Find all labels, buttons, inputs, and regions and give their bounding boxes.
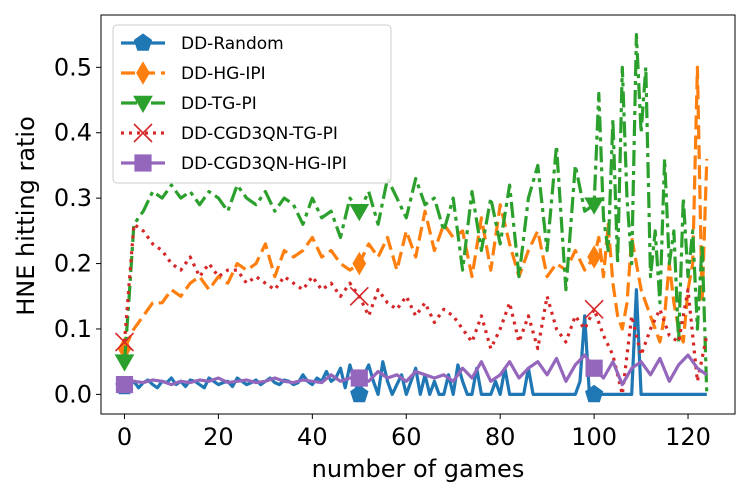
x-tick-label: 0 [117, 423, 132, 451]
series-line-dd-hg-ipi [123, 65, 709, 350]
legend-label: DD-Random [181, 34, 284, 54]
legend-label: DD-HG-IPI [181, 64, 266, 84]
series-dd-tg-pi [114, 32, 709, 395]
series-dd-cgd3qn-tg-pi [114, 222, 709, 396]
marker-dd-tg-pi-50 [349, 203, 370, 222]
legend-marker-dd-cgd3qn-hg-ipi [134, 154, 152, 172]
legend-marker-dd-tg-pi [133, 95, 153, 114]
legend: DD-Random DD-HG-IPI DD-TG-PI DD-CGD3QN-TG-P… [112, 24, 392, 184]
legend-item-dd-hg-ipi: DD-HG-IPI [121, 61, 266, 85]
x-tick-label: 100 [571, 423, 617, 451]
series-line-dd-cgd3qn-hg-ipi [123, 353, 708, 387]
legend-item-dd-random: DD-Random [121, 33, 284, 54]
legend-marker-dd-cgd3qn-tg-pi [133, 123, 153, 143]
series-line-dd-tg-pi [122, 32, 709, 395]
series-line-dd-random [123, 288, 707, 396]
legend-item-dd-tg-pi: DD-TG-PI [121, 94, 257, 114]
marker-dd-random-100 [585, 384, 604, 403]
series-layer [114, 32, 709, 403]
x-axis-label: number of games [312, 455, 525, 483]
marker-dd-cgd3qn-hg-ipi-0 [115, 375, 134, 394]
y-tick-label: 0.3 [54, 184, 92, 212]
marker-dd-cgd3qn-tg-pi-100 [584, 299, 604, 319]
x-tick-label: 20 [203, 423, 234, 451]
legend-box [112, 24, 392, 184]
axes: 0 20 40 60 80 100 120 0.0 0.1 0.2 0.3 0.4 0.5 [54, 14, 736, 451]
y-tick-label: 0.5 [54, 53, 92, 81]
legend-label: DD-CGD3QN-HG-IPI [181, 154, 347, 174]
y-tick-label: 0.1 [54, 315, 92, 343]
marker-dd-tg-pi-0 [114, 354, 135, 372]
legend-item-dd-cgd3qn-hg-ipi: DD-CGD3QN-HG-IPI [121, 154, 347, 174]
marker-dd-hg-ipi-100 [587, 245, 601, 269]
y-tick-label: 0.4 [54, 119, 92, 147]
y-tick-label: 0.2 [54, 250, 92, 278]
x-tick-label: 80 [485, 423, 516, 451]
marker-dd-tg-pi-100 [584, 197, 604, 215]
legend-marker-dd-hg-ipi [136, 61, 150, 85]
legend-label: DD-CGD3QN-TG-PI [181, 124, 338, 144]
legend-item-dd-cgd3qn-tg-pi: DD-CGD3QN-TG-PI [121, 123, 338, 144]
plot-frame [100, 14, 736, 415]
legend-label: DD-TG-PI [181, 94, 257, 114]
x-tick-label: 60 [391, 423, 422, 451]
x-tick-label: 40 [297, 423, 328, 451]
marker-dd-cgd3qn-hg-ipi-50 [350, 369, 368, 387]
legend-marker-dd-random [133, 33, 153, 51]
y-tick-label: 0.0 [54, 380, 92, 408]
marker-dd-random-50 [350, 384, 369, 403]
marker-dd-hg-ipi-50 [352, 251, 367, 276]
marker-dd-cgd3qn-hg-ipi-100 [585, 359, 603, 377]
series-dd-cgd3qn-hg-ipi [115, 353, 708, 394]
marker-dd-cgd3qn-tg-pi-0 [114, 332, 135, 352]
series-line-dd-cgd3qn-tg-pi [122, 222, 709, 396]
marker-dd-cgd3qn-tg-pi-50 [349, 286, 369, 306]
x-tick-label: 120 [665, 423, 711, 451]
y-axis-label: HNE hitting ratio [12, 116, 40, 316]
